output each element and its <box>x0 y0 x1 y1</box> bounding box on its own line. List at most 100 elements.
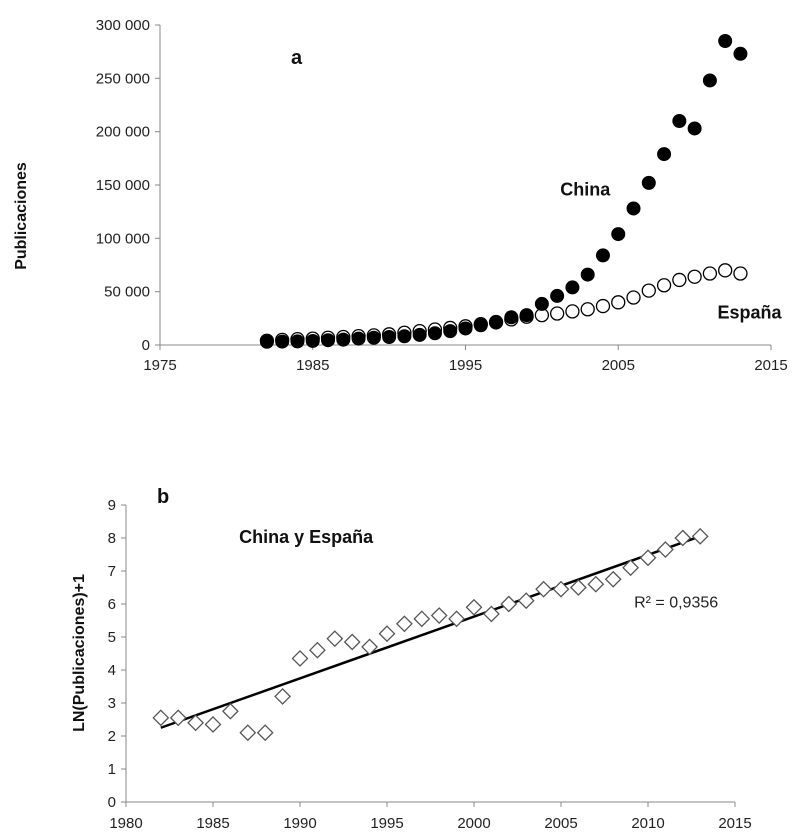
panel-b-y-tick-label: 2 <box>108 728 116 745</box>
china-point <box>260 335 273 348</box>
panel-b-x-tick-label: 1990 <box>283 815 316 832</box>
diamond-point <box>258 725 273 740</box>
china-point <box>444 325 457 338</box>
panel-a-y-tick-label: 300 000 <box>96 17 150 34</box>
espana-point <box>734 267 747 280</box>
espana-point <box>551 307 564 320</box>
panel-b-x-tick-label: 1980 <box>109 815 142 832</box>
china-point <box>520 309 533 322</box>
panel-a-label: a <box>291 47 303 69</box>
china-point <box>658 148 671 161</box>
panel-a-y-tick-label: 0 <box>142 337 150 354</box>
panel-b-y-tick-label: 1 <box>108 761 116 778</box>
espana-point <box>688 270 701 283</box>
diamond-point <box>310 643 325 658</box>
china-point <box>291 335 304 348</box>
diamond-point <box>293 651 308 666</box>
espana-point <box>673 273 686 286</box>
china-point <box>642 176 655 189</box>
panel-a-x-tick-label: 1975 <box>143 357 176 374</box>
espana-point <box>612 296 625 309</box>
panel-a-series-espana <box>260 264 747 347</box>
panel-b-y-tick-label: 9 <box>108 497 116 514</box>
china-point <box>612 228 625 241</box>
diamond-point <box>153 710 168 725</box>
espana-point <box>596 300 609 313</box>
panel-b-y-tick-label: 8 <box>108 530 116 547</box>
china-point <box>474 319 487 332</box>
diamond-point <box>414 611 429 626</box>
espana-point <box>566 305 579 318</box>
panel-b-y-tick-label: 3 <box>108 695 116 712</box>
china-point <box>581 268 594 281</box>
diamond-point <box>327 631 342 646</box>
panel-b-y-tick-label: 6 <box>108 596 116 613</box>
china-point <box>551 289 564 302</box>
panel-a-x-tick-label: 1995 <box>449 357 482 374</box>
china-point <box>398 330 411 343</box>
espana-point <box>642 284 655 297</box>
china-point <box>459 322 472 335</box>
panel-b-x-tick-label: 1995 <box>370 815 403 832</box>
china-point <box>276 335 289 348</box>
panel-b-series-label: China y España <box>239 527 374 547</box>
panel-b-x-tick-label: 2010 <box>631 815 664 832</box>
panel-a-x-tick-label: 1985 <box>296 357 329 374</box>
panel-b-trendline <box>161 536 700 727</box>
espana-point <box>719 264 732 277</box>
panel-b-y-axis-label: LN(Publicaciones)+1 <box>71 574 88 732</box>
panel-a-china-label: China <box>560 180 611 200</box>
diamond-point <box>275 689 290 704</box>
china-point <box>734 47 747 60</box>
diamond-point <box>693 529 708 544</box>
china-point <box>428 327 441 340</box>
panel-a-x-tick-label: 2015 <box>754 357 787 374</box>
china-point <box>535 297 548 310</box>
trendline <box>161 536 700 727</box>
panel-b-y-tick-label: 4 <box>108 662 116 679</box>
panel-b-r-squared-label: R² = 0,9356 <box>634 594 718 611</box>
panel-a-y-tick-label: 50 000 <box>104 284 150 301</box>
panel-a-axes: 0 50 000 100 000 150 000 200 000 250 000 300 0… <box>96 17 788 374</box>
panel-a-y-tick-label: 200 000 <box>96 124 150 141</box>
diamond-point <box>606 572 621 587</box>
espana-point <box>627 291 640 304</box>
china-point <box>505 311 518 324</box>
panel-b-x-tick-label: 1985 <box>196 815 229 832</box>
diamond-point <box>658 542 673 557</box>
panel-a-y-tick-label: 250 000 <box>96 70 150 87</box>
panel-a-series-china <box>260 35 747 349</box>
panel-b-chart: LN(Publicaciones)+1 b 0 1 2 3 4 5 6 7 8 9 1980 1985… <box>71 486 752 832</box>
china-point <box>322 334 335 347</box>
panel-b-y-tick-label: 0 <box>108 794 116 811</box>
diamond-point <box>380 626 395 641</box>
diamond-point <box>397 616 412 631</box>
panel-b-series <box>153 529 707 740</box>
panel-a-chart: Publicaciones a 0 50 000 100 000 150 000 200… <box>13 17 788 374</box>
diamond-point <box>588 577 603 592</box>
panel-a-y-tick-label: 100 000 <box>96 230 150 247</box>
china-point <box>306 334 319 347</box>
china-point <box>413 328 426 341</box>
diamond-point <box>345 634 360 649</box>
diamond-point <box>240 725 255 740</box>
china-point <box>596 249 609 262</box>
panel-a-y-tick-label: 150 000 <box>96 177 150 194</box>
espana-point <box>581 303 594 316</box>
china-point <box>490 316 503 329</box>
diamond-point <box>432 608 447 623</box>
espana-point <box>703 267 716 280</box>
diamond-point <box>206 717 221 732</box>
china-point <box>719 35 732 48</box>
diamond-point <box>501 597 516 612</box>
panel-b-x-tick-label: 2015 <box>718 815 751 832</box>
panel-a-x-tick-label: 2005 <box>602 357 635 374</box>
china-point <box>703 74 716 87</box>
panel-b-y-tick-label: 7 <box>108 563 116 580</box>
china-point <box>627 202 640 215</box>
panel-b-x-tick-label: 2005 <box>544 815 577 832</box>
china-point <box>673 115 686 128</box>
china-point <box>367 331 380 344</box>
panel-b-x-tick-label: 2000 <box>457 815 490 832</box>
